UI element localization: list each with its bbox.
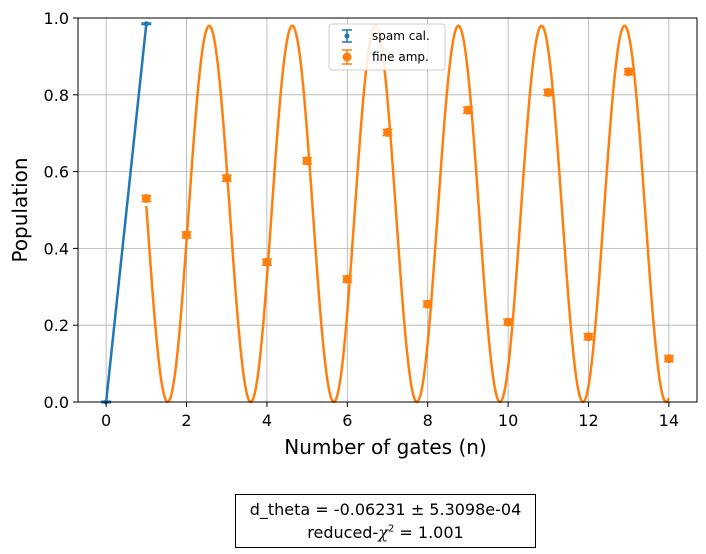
- data-point: [182, 230, 192, 240]
- x-tick-label: 8: [423, 411, 433, 430]
- data-point: [503, 317, 513, 327]
- data-point: [143, 21, 149, 27]
- chi-exponent: 2: [387, 523, 395, 535]
- data-point: [463, 105, 473, 115]
- y-tick-label: 0.0: [44, 393, 69, 412]
- fit-report-line-1: d_theta = -0.06231 ± 5.3098e-04: [249, 500, 522, 519]
- fit-report-box: d_theta = -0.06231 ± 5.3098e-04 reduced-…: [235, 494, 536, 548]
- legend: spam cal. fine amp.: [328, 23, 446, 71]
- x-tick-label: 10: [498, 411, 518, 430]
- y-tick-label: 0.4: [44, 239, 69, 258]
- y-tick-label: 0.6: [44, 163, 69, 182]
- data-point: [262, 257, 272, 267]
- legend-label: fine amp.: [372, 50, 429, 64]
- data-point: [543, 87, 553, 97]
- legend-marker-point: [342, 52, 352, 62]
- y-tick-label: 0.8: [44, 86, 69, 105]
- fit-report-line-2: reduced-χ2 = 1.001: [236, 521, 535, 544]
- series-layer: [101, 21, 674, 405]
- x-tick-label: 2: [181, 411, 191, 430]
- data-point: [342, 274, 352, 284]
- x-tick-label: 14: [659, 411, 679, 430]
- fit-report-value: = 1.001: [394, 523, 464, 542]
- data-point: [583, 332, 593, 342]
- legend-label: spam cal.: [372, 29, 430, 43]
- data-point: [664, 354, 674, 364]
- x-tick-label: 0: [101, 411, 111, 430]
- legend-box: [328, 23, 446, 71]
- legend-marker-point: [344, 33, 350, 39]
- data-point: [624, 67, 634, 77]
- data-point: [302, 156, 312, 166]
- data-point: [222, 173, 232, 183]
- y-tick-label: 1.0: [44, 9, 69, 28]
- fit-report-prefix: reduced-: [307, 523, 379, 542]
- chi-symbol: χ: [378, 523, 388, 542]
- y-tick-label: 0.2: [44, 316, 69, 335]
- x-tick-label: 12: [578, 411, 598, 430]
- y-axis-label: Population: [8, 157, 32, 262]
- axes-frame: [77, 17, 698, 403]
- data-point: [423, 299, 433, 309]
- series-line: [104, 23, 148, 403]
- series-line: [145, 24, 671, 404]
- x-tick-label: 4: [262, 411, 272, 430]
- x-axis-label: Number of gates (n): [284, 435, 487, 459]
- data-point: [383, 127, 392, 137]
- axes: 0 2 4 6 8 10 12 14 0.0 0.2 0.4 0.6 0.8 1.0 Number of g…: [8, 9, 698, 459]
- data-point: [141, 193, 151, 203]
- x-tick-label: 6: [342, 411, 352, 430]
